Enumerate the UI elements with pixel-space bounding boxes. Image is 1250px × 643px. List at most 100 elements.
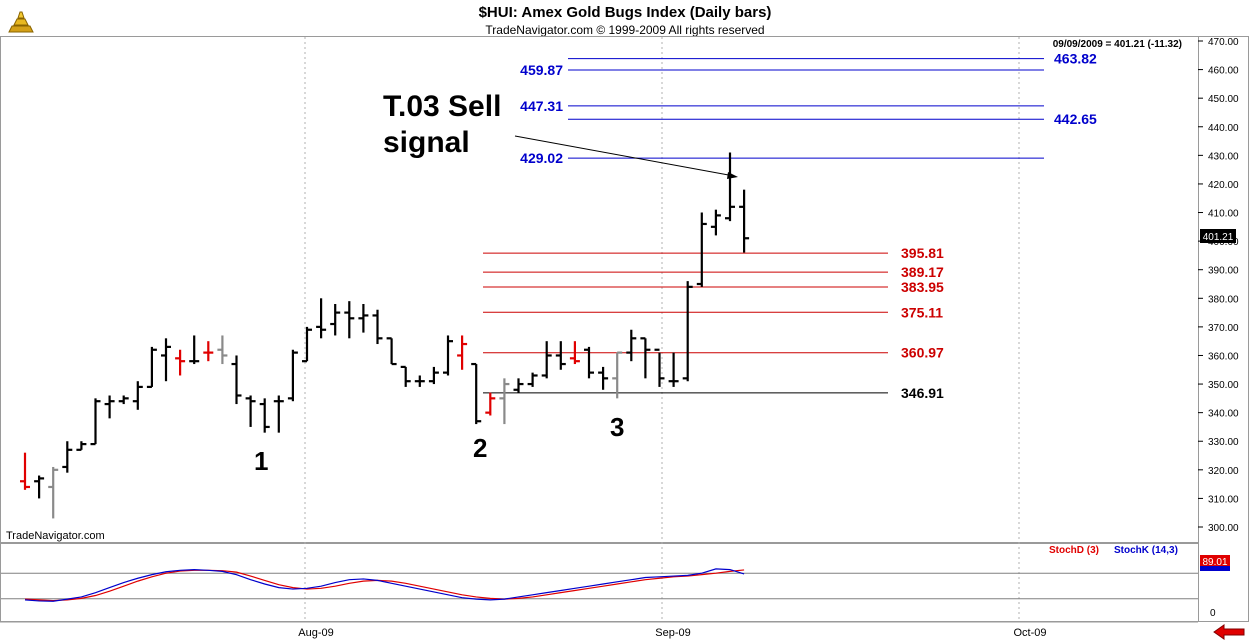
ohlc-bar [626, 329, 637, 362]
ohlc-bar [104, 395, 115, 419]
ohlc-bar [485, 392, 496, 416]
ohlc-bar [443, 335, 453, 376]
ohlc-bar [76, 441, 87, 451]
ohlc-bar [527, 372, 538, 387]
level-label: 395.81 [901, 245, 944, 261]
y-tick-label: 360.00 [1208, 351, 1239, 362]
y-tick-label: 310.00 [1208, 494, 1239, 505]
sell-signal-arrow [514, 135, 735, 177]
sell-signal-arrowhead [727, 172, 738, 179]
sell-signal-annotation-line2: signal [383, 126, 470, 159]
level-label: 375.11 [901, 304, 943, 320]
ohlc-bar [34, 475, 45, 499]
ohlc-bar [132, 381, 143, 410]
last-price-label: 401.21 [1203, 232, 1234, 243]
ohlc-bar [287, 349, 298, 402]
ohlc-bar [668, 352, 679, 387]
level-label: 463.82 [1054, 51, 1097, 67]
stoch-reading-label: 89.01 [1202, 557, 1227, 568]
y-tick-label: 350.00 [1208, 380, 1239, 391]
ohlc-bar [569, 341, 580, 365]
stoch-d-line [24, 569, 745, 602]
ohlc-bar [513, 378, 524, 393]
y-tick-label: 420.00 [1208, 180, 1239, 191]
ohlc-bar [90, 398, 101, 446]
level-label: 389.17 [901, 264, 944, 280]
ohlc-bar [414, 375, 425, 387]
ohlc-bar [428, 366, 439, 385]
stoch-reading-tag [1200, 555, 1230, 568]
level-label: 447.31 [520, 98, 563, 114]
stoch-axis-zero: 0 [1210, 608, 1216, 619]
ohlc-bar [245, 395, 256, 427]
trade-navigator-logo-icon [6, 6, 36, 36]
stoch-reading-tag-k [1200, 566, 1230, 571]
ohlc-bar [457, 335, 468, 370]
x-tick-label: Aug-09 [298, 627, 333, 639]
x-tick-label: Oct-09 [1013, 627, 1046, 639]
ohlc-bar [739, 189, 750, 253]
ohlc-bar [682, 281, 693, 382]
level-label: 383.95 [901, 279, 944, 295]
ohlc-bar [654, 348, 665, 387]
y-tick-label: 470.00 [1208, 37, 1239, 48]
ohlc-bar [62, 441, 73, 473]
ohlc-bar [386, 337, 397, 366]
ohlc-bar [231, 355, 242, 405]
stochastic-panel [1, 568, 1198, 602]
ohlc-bar [273, 395, 284, 433]
ohlc-bar [217, 335, 228, 365]
level-label: 346.91 [901, 385, 944, 401]
ohlc-bar [541, 341, 552, 379]
wave-label-3: 3 [610, 412, 624, 442]
ohlc-bar [358, 304, 369, 333]
ohlc-bar [372, 309, 383, 345]
ohlc-bar [203, 341, 214, 362]
ohlc-bar [696, 212, 707, 287]
ohlc-bar [161, 338, 171, 382]
stoch-d-legend: StochD (3) [1049, 545, 1099, 556]
ohlc-bar [640, 337, 651, 379]
ohlc-bar [400, 365, 411, 387]
wave-label-1: 1 [254, 446, 268, 476]
stoch-k-line [24, 568, 745, 602]
level-label: 429.02 [520, 150, 563, 166]
x-tick-label: Sep-09 [655, 627, 690, 639]
y-tick-label: 430.00 [1208, 151, 1239, 162]
time-axis: Aug-09 Sep-09 Oct-09 [298, 627, 1046, 639]
ohlc-bar [146, 346, 157, 389]
ohlc-bar [499, 378, 510, 425]
y-tick-label: 320.00 [1208, 466, 1239, 477]
ohlc-bar [316, 298, 327, 339]
vertical-gridlines [304, 37, 1020, 621]
stoch-k-legend: StochK (14,3) [1114, 545, 1178, 556]
y-tick-label: 450.00 [1208, 94, 1239, 105]
ohlc-bar [344, 301, 355, 339]
ohlc-bar [175, 349, 186, 376]
wave-label-2: 2 [473, 433, 487, 463]
level-label: 459.87 [520, 62, 563, 78]
price-axis-frame [1198, 36, 1249, 622]
y-tick-label: 410.00 [1208, 209, 1239, 220]
y-tick-label: 440.00 [1208, 123, 1239, 134]
sell-signal-annotation-line1: T.03 Sell [383, 90, 501, 123]
y-tick-label: 340.00 [1208, 409, 1239, 420]
last-price-tag [1200, 229, 1236, 243]
price-axis: 300.00 310.00 320.00 330.00 340.00 350.00 360.… [1198, 37, 1239, 534]
y-tick-label: 380.00 [1208, 294, 1239, 305]
ohlc-bar [555, 341, 566, 370]
y-tick-label: 370.00 [1208, 323, 1239, 334]
quote-readout: 09/09/2009 = 401.21 (-11.32) [1053, 39, 1182, 50]
chart-subtitle: TradeNavigator.com © 1999-2009 All right… [485, 23, 765, 37]
ohlc-bar [330, 304, 341, 336]
ohlc-bar [302, 326, 312, 363]
scroll-left-arrow-icon[interactable] [1213, 624, 1245, 640]
ohlc-bar [598, 366, 609, 390]
watermark: TradeNavigator.com [6, 530, 105, 542]
y-tick-label: 460.00 [1208, 66, 1239, 77]
ohlc-bar [118, 395, 129, 405]
ohlc-bar [20, 452, 30, 490]
y-tick-label: 300.00 [1208, 523, 1239, 534]
